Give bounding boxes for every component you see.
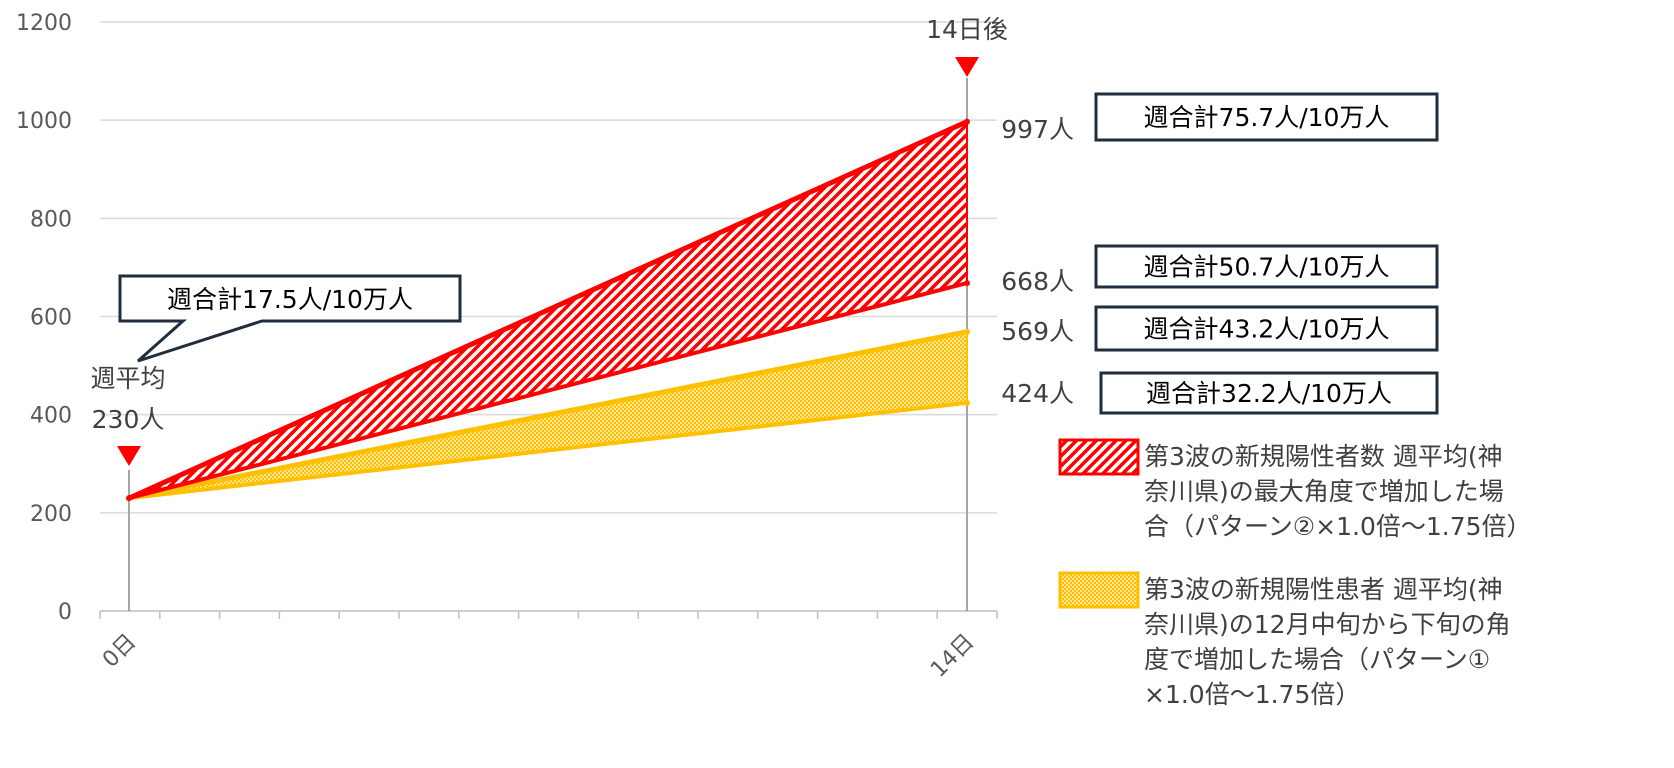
legend-text: 奈川県)の最大角度で増加した場: [1144, 477, 1504, 506]
band-lower-line: [128, 400, 968, 501]
data-point: [964, 280, 970, 287]
y-tick-label: 0: [58, 600, 72, 625]
y-axis: 0 200 400 600 800 1000 1200: [16, 11, 72, 625]
rate-box-text: 週合計43.2人/10万人: [1144, 315, 1390, 344]
legend-text: 度で増加した場合（パターン①: [1144, 645, 1490, 674]
rate-box: [1094, 244, 1439, 289]
rate-box: [1099, 371, 1439, 415]
plot-area: [126, 118, 970, 502]
rate-box: [1094, 305, 1439, 352]
rate-box-text: 週合計50.7人/10万人: [1144, 253, 1390, 282]
y-tick-label: 800: [30, 207, 72, 232]
legend-text: 第3波の新規陽性患者 週平均(神: [1144, 575, 1503, 604]
end-marker-label: 14日後: [926, 15, 1008, 44]
value-label: 668人: [1001, 267, 1074, 296]
callout-text: 週合計17.5人/10万人: [167, 285, 413, 314]
band-upper-line: [128, 329, 968, 501]
y-tick-label: 200: [30, 502, 72, 527]
legend-text: 奈川県)の12月中旬から下旬の角: [1144, 610, 1511, 639]
start-marker-label-top: 週平均: [90, 364, 165, 393]
legend-text: 第3波の新規陽性者数 週平均(神: [1144, 442, 1503, 471]
data-point: [964, 399, 970, 406]
band-upper-line: [127, 119, 969, 501]
data-point: [964, 118, 970, 125]
rate-box: [1094, 92, 1439, 142]
y-tick-label: 1000: [16, 109, 72, 134]
end-marker-triangle: [955, 57, 979, 77]
band-lower-line: [128, 281, 968, 501]
y-tick-label: 400: [30, 404, 72, 429]
value-label: 997人: [1001, 115, 1074, 144]
start-marker-triangle: [117, 446, 141, 466]
y-tick-label: 600: [30, 306, 72, 331]
value-label: 569人: [1001, 317, 1074, 346]
legend-text: ×1.0倍〜1.75倍）: [1144, 680, 1360, 709]
legend: 第3波の新規陽性者数 週平均(神奈川県)の最大角度で増加した場合（パターン②×1…: [1058, 438, 1532, 709]
data-point: [964, 328, 970, 335]
data-point: [126, 495, 132, 502]
legend-text: 合（パターン②×1.0倍〜1.75倍）: [1144, 512, 1532, 541]
legend-swatch: [1058, 571, 1140, 609]
x-tick-label: 14日: [926, 630, 979, 683]
x-tick-label: 0日: [98, 630, 141, 673]
rate-box-text: 週合計75.7人/10万人: [1144, 103, 1390, 132]
y-tick-label: 1200: [16, 11, 72, 36]
start-marker-label-bottom: 230人: [92, 405, 165, 434]
rate-box-text: 週合計32.2人/10万人: [1146, 379, 1392, 408]
legend-swatch: [1058, 438, 1140, 476]
callout-box: [118, 274, 462, 363]
value-label: 424人: [1001, 379, 1074, 408]
